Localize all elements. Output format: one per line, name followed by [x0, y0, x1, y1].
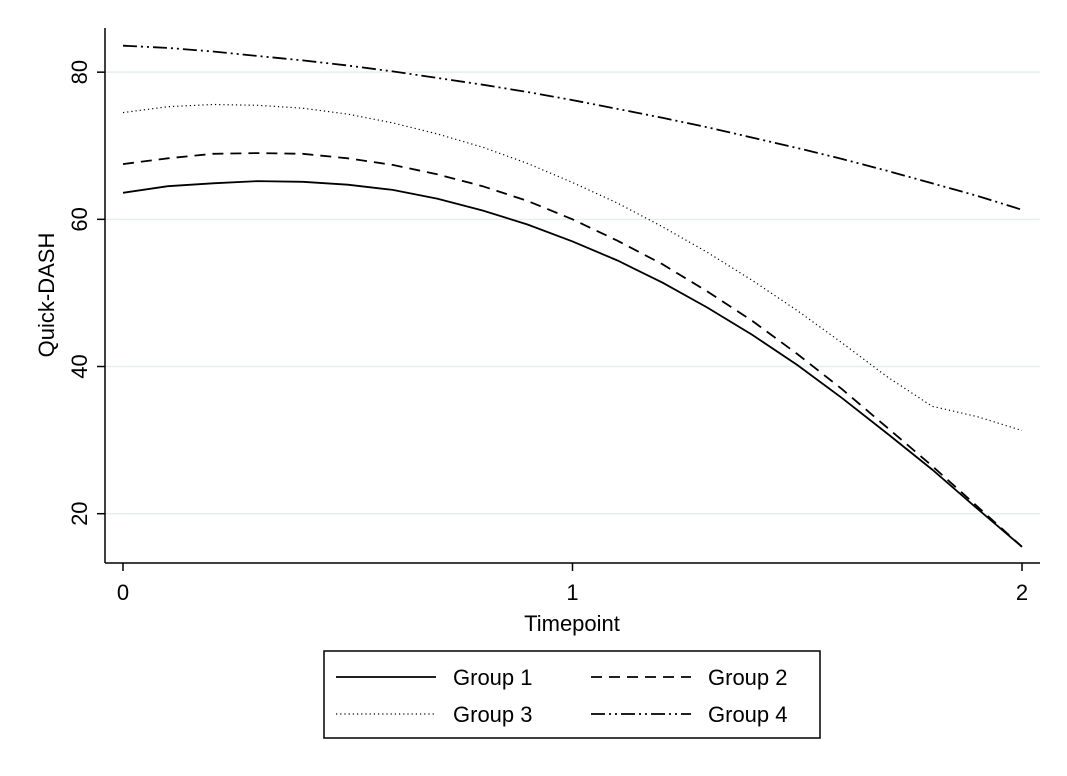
y-axis-title: Quick-DASH — [34, 233, 59, 358]
legend-label-group-4: Group 4 — [708, 702, 788, 727]
series-lines — [122, 44, 1023, 548]
y-tick-label: 80 — [67, 60, 92, 84]
legend-label-group-1: Group 1 — [453, 665, 533, 690]
legend-box — [323, 650, 821, 739]
legend: Group 1 Group 2 Group 3 Group 4 — [323, 650, 821, 739]
y-tick-label: 40 — [67, 354, 92, 378]
x-tick-label: 0 — [117, 580, 129, 605]
legend-label-group-3: Group 3 — [453, 702, 533, 727]
series-line-group-4 — [122, 44, 1023, 211]
x-tick-label: 2 — [1016, 580, 1028, 605]
series-line-group-1 — [122, 180, 1023, 548]
legend-label-group-2: Group 2 — [708, 665, 788, 690]
x-axis-title: Timepoint — [524, 611, 620, 636]
x-tick-label: 1 — [566, 580, 578, 605]
y-tick-label: 60 — [67, 207, 92, 231]
y-tick-label: 20 — [67, 501, 92, 525]
series-line-group-2 — [122, 152, 1023, 548]
ticks: 20 40 60 80 0 1 2 — [67, 60, 1028, 605]
